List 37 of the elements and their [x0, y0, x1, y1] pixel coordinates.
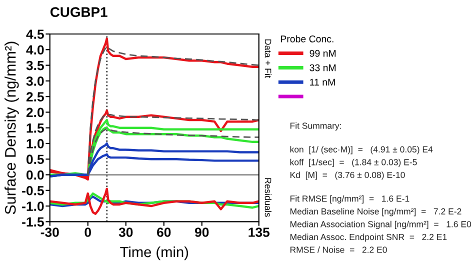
- x-axis-title: Time (min): [120, 246, 188, 260]
- y-tick-label: -1.5: [22, 217, 44, 227]
- chart-title: CUGBP1: [50, 7, 108, 17]
- y-tick-label: 4.5: [26, 30, 44, 39]
- x-tick-label: 90: [194, 228, 209, 237]
- y-tick-label: -0.5: [22, 186, 44, 196]
- text: Data + Fit: [264, 39, 272, 78]
- y-tick-label: 2.5: [26, 92, 44, 102]
- text: RMSE / Noise = 2.2 E0: [290, 246, 387, 253]
- legend-label: 33 nM: [310, 64, 336, 72]
- y-tick-label: 3.0: [26, 76, 44, 86]
- x-tick-label: 30: [118, 228, 133, 237]
- y-tick-label: 0.0: [26, 170, 44, 180]
- x-tick-label: -30: [40, 228, 59, 237]
- y-tick-label: 1.5: [26, 124, 44, 133]
- legend-label: 99 nM: [310, 50, 336, 57]
- y-axis-title: Surface Density (ng/mm²): [4, 42, 19, 214]
- legend-label: 11 nM: [310, 78, 335, 86]
- y-tick-label: 3.5: [26, 60, 44, 70]
- text: kon [1/ (sec·M)] = (4.91 ± 0.05) E4: [290, 146, 433, 154]
- text: Residuals: [264, 178, 272, 217]
- text: Median Baseline Noise [ng/mm²] = 7.2 E-2: [290, 208, 462, 216]
- y-tick-label: 4.0: [26, 45, 44, 55]
- y-tick-label: 2.0: [26, 108, 44, 118]
- y-tick-label: -1.0: [22, 202, 44, 211]
- y-tick-label: 1.0: [26, 139, 44, 148]
- text: koff [1/sec] = (1.84 ± 0.03) E-5: [290, 158, 417, 168]
- text: Fit Summary:: [290, 122, 341, 131]
- text: Median Assoc. Endpoint SNR = 2.2 E1: [290, 234, 447, 242]
- x-tick-label: 135: [248, 228, 270, 237]
- text: Fit RMSE [ng/mm²] = 1.6 E-1: [290, 195, 410, 204]
- x-tick-label: 60: [157, 228, 171, 237]
- legend-title: Probe Conc.: [280, 35, 334, 42]
- x-tick-label: 0: [84, 228, 92, 237]
- text: Kd [M] = (3.76 ± 0.08) E-10: [290, 172, 405, 180]
- text: Median Association Signal [ng/mm²] = 1.6 E0: [290, 220, 472, 230]
- y-tick-label: 0.5: [26, 154, 44, 164]
